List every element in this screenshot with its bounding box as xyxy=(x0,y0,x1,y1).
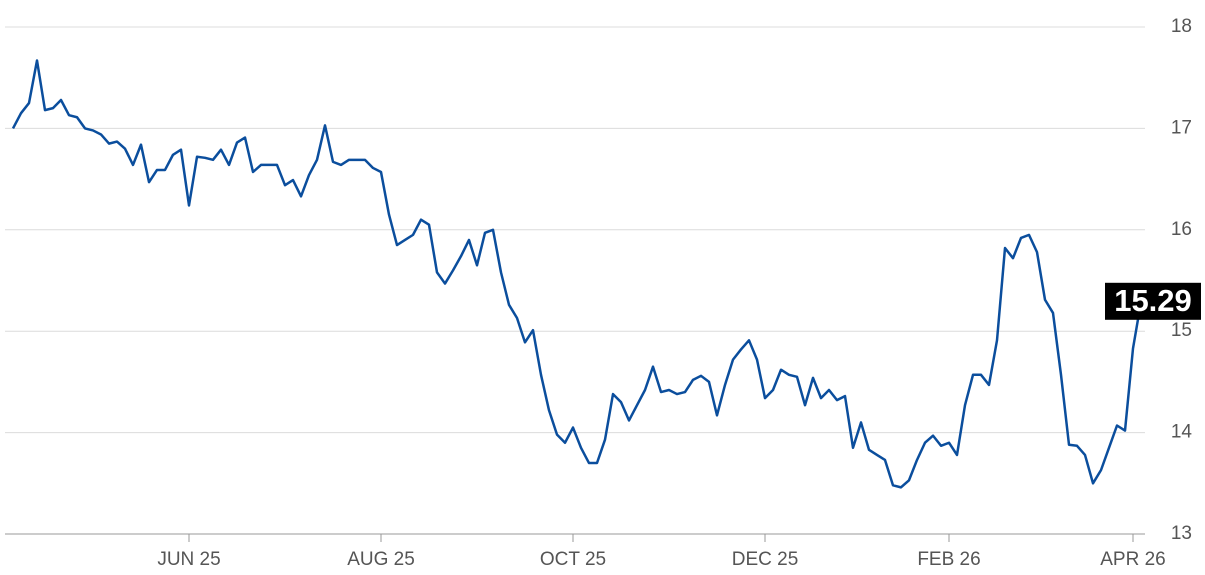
x-tick-label: OCT 25 xyxy=(540,549,606,570)
last-value-label: 15.29 xyxy=(1114,283,1192,318)
x-tick-label: AUG 25 xyxy=(347,549,415,570)
y-tick-label: 17 xyxy=(1171,117,1192,138)
y-tick-label: 16 xyxy=(1171,219,1192,240)
price-line xyxy=(11,59,1143,489)
last-value-box xyxy=(1105,282,1201,320)
y-tick-label: 14 xyxy=(1171,422,1193,443)
x-tick-label: DEC 25 xyxy=(732,549,799,570)
x-tick-label: JUN 25 xyxy=(157,549,220,570)
y-tick-label: 15 xyxy=(1171,320,1192,341)
x-tick-label: FEB 26 xyxy=(917,549,980,570)
y-tick-label: 18 xyxy=(1171,16,1192,37)
x-tick-label: APR 26 xyxy=(1100,549,1165,570)
y-tick-label: 13 xyxy=(1171,523,1192,544)
